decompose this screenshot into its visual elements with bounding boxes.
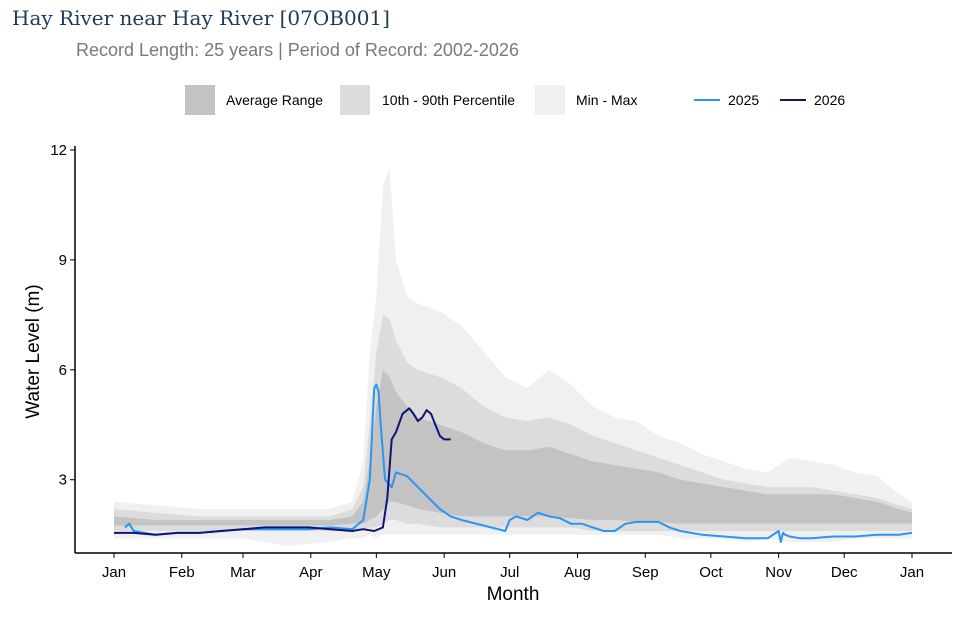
legend-swatch-10th-90th-percentile: [340, 85, 370, 115]
x-tick-label: Jul: [500, 564, 519, 581]
x-tick-label: Mar: [230, 564, 256, 581]
legend-label: 2025: [728, 92, 759, 108]
legend-label: Average Range: [226, 92, 323, 108]
y-tick-label: 12: [50, 142, 67, 159]
x-tick-label: Jun: [432, 564, 456, 581]
series-line-2026: [114, 407, 451, 536]
axes: 3 6 9 12 Jan Feb Mar Apr May Jun Jul Aug Sep Oct Nov De…: [23, 142, 952, 605]
y-tick-label: 6: [59, 362, 67, 379]
year-series: [114, 383, 913, 543]
band-10th-90th-percentile: [114, 314, 912, 531]
x-tick-label: Jan: [102, 564, 126, 581]
chart-subtitle: Record Length: 25 years | Period of Reco…: [76, 40, 519, 60]
chart-title: Hay River near Hay River [07OB001]: [12, 6, 390, 30]
y-tick-label: 9: [59, 252, 67, 269]
legend-label: 10th - 90th Percentile: [382, 92, 515, 108]
x-tick-label: Apr: [299, 564, 322, 581]
legend-swatch-average-range: [185, 85, 215, 115]
x-tick-label: Sep: [632, 564, 659, 581]
x-tick-label: Aug: [564, 564, 591, 581]
x-tick-label: Jan: [900, 564, 924, 581]
percentile-bands: [114, 168, 912, 546]
legend: Average Range 10th - 90th Percentile Min -…: [185, 85, 845, 115]
y-axis-title: Water Level (m): [23, 284, 44, 418]
x-tick-label: May: [362, 564, 391, 581]
x-axis-title: Month: [487, 584, 540, 605]
legend-label: 2026: [814, 92, 845, 108]
x-tick-label: Dec: [831, 564, 858, 581]
x-tick-label: Feb: [169, 564, 195, 581]
legend-swatch-min-max: [535, 85, 565, 115]
y-tick-label: 3: [59, 472, 67, 489]
series-line-2025: [124, 383, 913, 543]
band-average-range: [114, 369, 912, 526]
x-tick-label: Nov: [765, 564, 792, 581]
x-tick-label: Oct: [699, 564, 723, 581]
legend-label: Min - Max: [576, 92, 637, 108]
